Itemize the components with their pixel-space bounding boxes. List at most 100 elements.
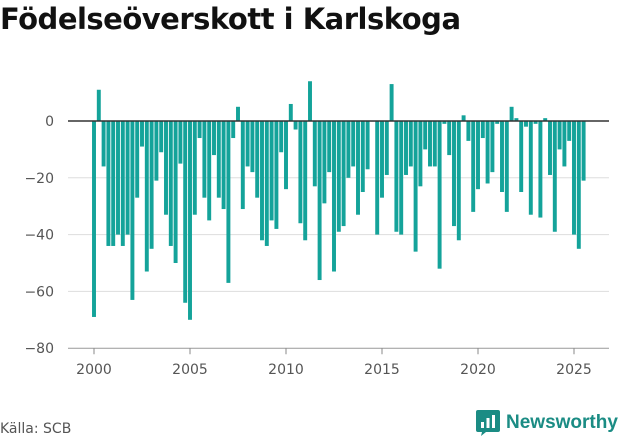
y-tick-label: −40 [24,228,54,244]
bar [159,121,164,153]
bar [255,121,260,198]
bar [216,121,221,198]
x-tick-label: 2025 [556,362,592,378]
bar [236,106,240,121]
bar [404,121,408,175]
newsworthy-icon [476,410,500,436]
x-tick-label: 2000 [76,362,112,378]
bar [380,121,384,198]
bar [149,121,154,249]
y-tick-label: 0 [45,114,54,130]
bar [394,121,399,232]
bar [552,121,557,232]
bar [528,121,533,215]
bar [298,121,303,224]
bar [92,121,96,317]
bar [144,121,149,272]
bar [351,121,356,167]
bar [375,121,380,235]
bar [562,121,567,167]
bar [408,121,413,167]
bar [466,121,471,141]
bar [154,121,159,181]
bar [192,121,197,215]
bar [125,121,130,235]
bar [476,121,480,190]
bar [120,121,125,246]
bar [96,89,101,121]
bar [317,121,322,281]
bar [428,121,432,167]
y-tick-label: −80 [24,341,54,357]
bar [288,103,293,121]
bar [389,84,394,121]
bar [264,121,269,246]
bar [135,121,140,198]
x-tick-label: 2005 [172,362,208,378]
bar [456,121,461,241]
bar [500,121,504,192]
bar [504,121,509,212]
bar [442,121,447,124]
y-axis-ticks: 0 −20 −40 −60 −80 [24,114,54,357]
bar [533,121,538,124]
bar [452,121,456,227]
y-tick-label: −20 [24,171,54,187]
bar [245,121,250,167]
bar [226,121,231,283]
bar [432,121,437,167]
bar [360,121,365,192]
bar [519,121,524,192]
bar [437,121,442,269]
x-axis-ticks: 2000 2005 2010 2015 2020 2025 [76,348,592,378]
bar [490,121,495,173]
x-tick-label: 2020 [460,362,496,378]
bar [384,121,389,175]
bar [293,121,298,130]
bar [356,121,360,215]
bar [471,121,476,212]
bar [111,121,116,246]
bar [274,121,279,229]
bar [399,121,404,235]
bar [269,121,274,221]
bar [197,121,202,139]
bar [303,121,308,241]
bar [567,121,572,141]
bar [447,121,452,156]
brand-logo[interactable]: Newsworthy [476,409,618,437]
bar [548,121,552,175]
bar [173,121,178,263]
brand-name: Newsworthy [506,412,618,433]
bar [202,121,207,198]
bar [365,121,370,170]
bar [461,115,466,121]
bar [212,121,216,156]
bar [322,121,327,204]
bar [312,121,317,187]
bar [538,121,543,218]
bar [332,121,336,272]
source-note: Källa: SCB [0,421,72,437]
bar [284,121,288,190]
bar [240,121,245,210]
x-tick-label: 2015 [364,362,400,378]
bar [346,121,351,178]
bar [495,121,500,124]
bar [514,118,519,121]
bar [327,121,332,173]
bar [485,121,490,184]
bar [524,121,528,127]
bar [188,121,192,320]
bar [413,121,418,252]
bar [116,121,120,235]
bar [260,121,264,241]
bar [336,121,341,232]
bar [231,121,236,139]
bar [164,121,168,215]
bar [418,121,423,187]
bar [168,121,173,246]
bar [250,121,255,173]
bar [279,121,284,153]
